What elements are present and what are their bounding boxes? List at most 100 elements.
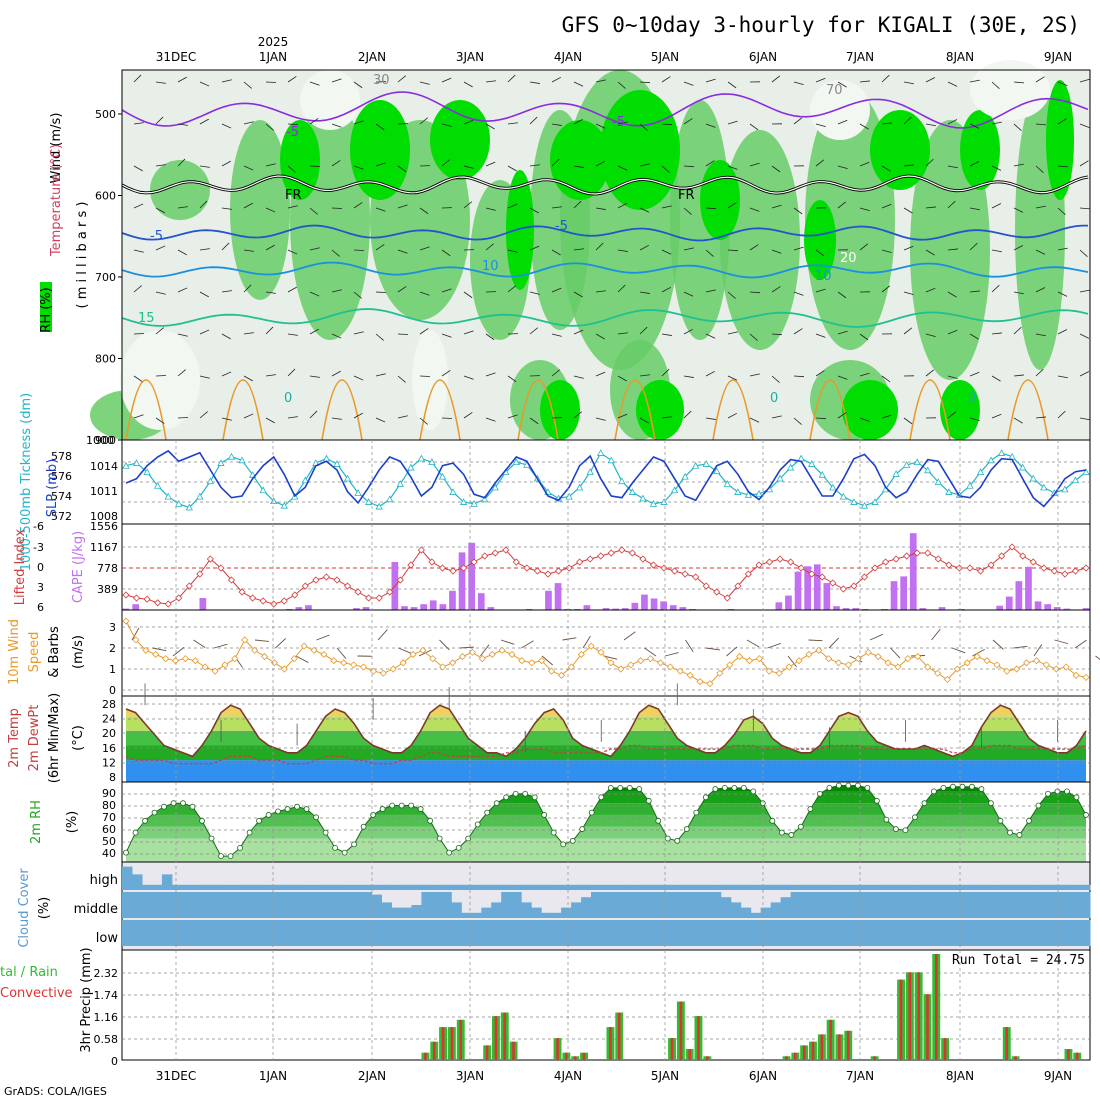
cloud-bar-low	[770, 920, 782, 946]
rh-point	[360, 823, 367, 830]
lifted-index-point	[481, 552, 489, 560]
precip-conv-bar	[820, 1034, 824, 1060]
rh-point	[864, 784, 871, 791]
cloud-bar-middle	[361, 892, 372, 918]
cloud-bar-low	[401, 920, 412, 946]
wind-barb	[969, 371, 980, 377]
wind-barb	[661, 249, 672, 255]
wind-speed-point	[617, 665, 625, 673]
thickness-point	[702, 460, 710, 467]
cloud-bar-high	[261, 884, 273, 890]
cape-bar	[583, 605, 591, 610]
wind-barb	[551, 206, 562, 209]
wind-barb	[199, 291, 209, 298]
wind-barb	[1079, 123, 1090, 128]
rh-point	[237, 844, 243, 851]
wind10m-barb	[562, 637, 577, 641]
precip-panel: 2.32 1.74 1.16 0.58 0 Run Total = 24.75 tal …	[0, 947, 1091, 1068]
cloud-bar-middle	[301, 892, 313, 918]
rh-blob	[150, 160, 210, 220]
precip-conv-bar	[873, 1056, 876, 1060]
wind-barb	[463, 165, 474, 169]
cloud-bar-low	[331, 920, 343, 946]
wind-speed-point	[696, 678, 704, 686]
precip-conv-bar	[670, 1038, 674, 1060]
cloud-bar-middle	[780, 897, 792, 918]
wind-barb	[1035, 165, 1044, 173]
rh-point	[151, 809, 158, 816]
cape-bar	[631, 602, 639, 610]
contour-label: FR	[678, 188, 695, 203]
thickness-point	[987, 456, 995, 464]
lifted-index-point	[649, 561, 658, 569]
wind-speed-point	[478, 655, 486, 663]
wind-barb	[1079, 289, 1090, 293]
precip-conv-bar	[1067, 1049, 1070, 1060]
thickness-point	[670, 486, 679, 494]
cloud-bar-middle	[970, 892, 981, 918]
lifted-index-point	[755, 561, 763, 569]
cloud-bar-high	[161, 874, 173, 890]
lifted-index-point	[249, 594, 257, 602]
cloud-bar-low	[132, 920, 143, 946]
wind-barb	[947, 119, 958, 125]
surface-temp-contour	[222, 379, 264, 441]
cloud-bar-high	[411, 884, 422, 890]
precip-label-conv: Convective	[0, 986, 73, 1001]
wind-barb	[485, 372, 496, 377]
cloud-bar-high	[241, 884, 253, 890]
wind-barb	[133, 285, 142, 293]
cloud-bar-low	[531, 920, 542, 946]
thickness-point	[280, 501, 288, 509]
lifted-index-point	[1071, 567, 1080, 575]
cloud-bar-middle	[740, 907, 752, 918]
wind-barb	[815, 77, 826, 83]
wind-barbs	[133, 74, 1090, 425]
wind-barb	[155, 164, 166, 167]
rh-dry-patch	[412, 330, 448, 430]
thickness-point	[1040, 483, 1048, 491]
wind-barb	[815, 417, 827, 420]
cape-bar	[545, 590, 552, 610]
wind-barb	[925, 206, 936, 209]
wind-barb	[595, 242, 604, 251]
wind-barb	[815, 333, 826, 338]
cape-bar	[458, 552, 466, 610]
cape-bar	[823, 583, 831, 610]
cloud-bar-middle	[950, 892, 961, 918]
wind-barb	[837, 412, 847, 419]
cloud-bar-low	[990, 920, 1001, 946]
cloud-bar-low	[820, 920, 832, 946]
thickness-point	[660, 498, 668, 505]
wind-barb	[969, 290, 980, 293]
wind-barb	[903, 417, 913, 425]
cloud-bar-high	[621, 884, 632, 890]
cloud-bar-low	[221, 920, 233, 946]
lifted-index-point	[122, 591, 130, 599]
wind-barb	[991, 332, 1002, 335]
cloud-bar-middle	[251, 892, 263, 918]
wind-barb	[177, 417, 189, 419]
cloud-bar-middle	[1060, 892, 1071, 918]
cloud-bar-middle	[730, 902, 742, 918]
wind-barb	[375, 123, 385, 131]
cloud-bar-middle	[611, 892, 622, 918]
cloud-bar-middle	[551, 912, 562, 918]
thickness-point	[270, 497, 278, 505]
cape-bar	[804, 566, 811, 610]
slp-grid	[122, 461, 1090, 503]
rh-point	[550, 829, 557, 836]
cloud-bar-middle	[381, 902, 392, 918]
wind-barb	[507, 249, 518, 253]
cloud-bar-middle	[261, 892, 273, 918]
cloud-bar-middle	[461, 912, 472, 918]
cape-bar	[1015, 581, 1023, 610]
wind-barb	[551, 249, 561, 256]
wind-barb	[595, 417, 606, 421]
thickness-point	[396, 480, 404, 487]
lifted-index-point	[322, 573, 331, 581]
wind10m-barb	[1033, 644, 1043, 657]
wind10m-barb	[951, 647, 966, 654]
wind-barb	[353, 165, 364, 170]
wind10m-barb	[705, 647, 720, 651]
